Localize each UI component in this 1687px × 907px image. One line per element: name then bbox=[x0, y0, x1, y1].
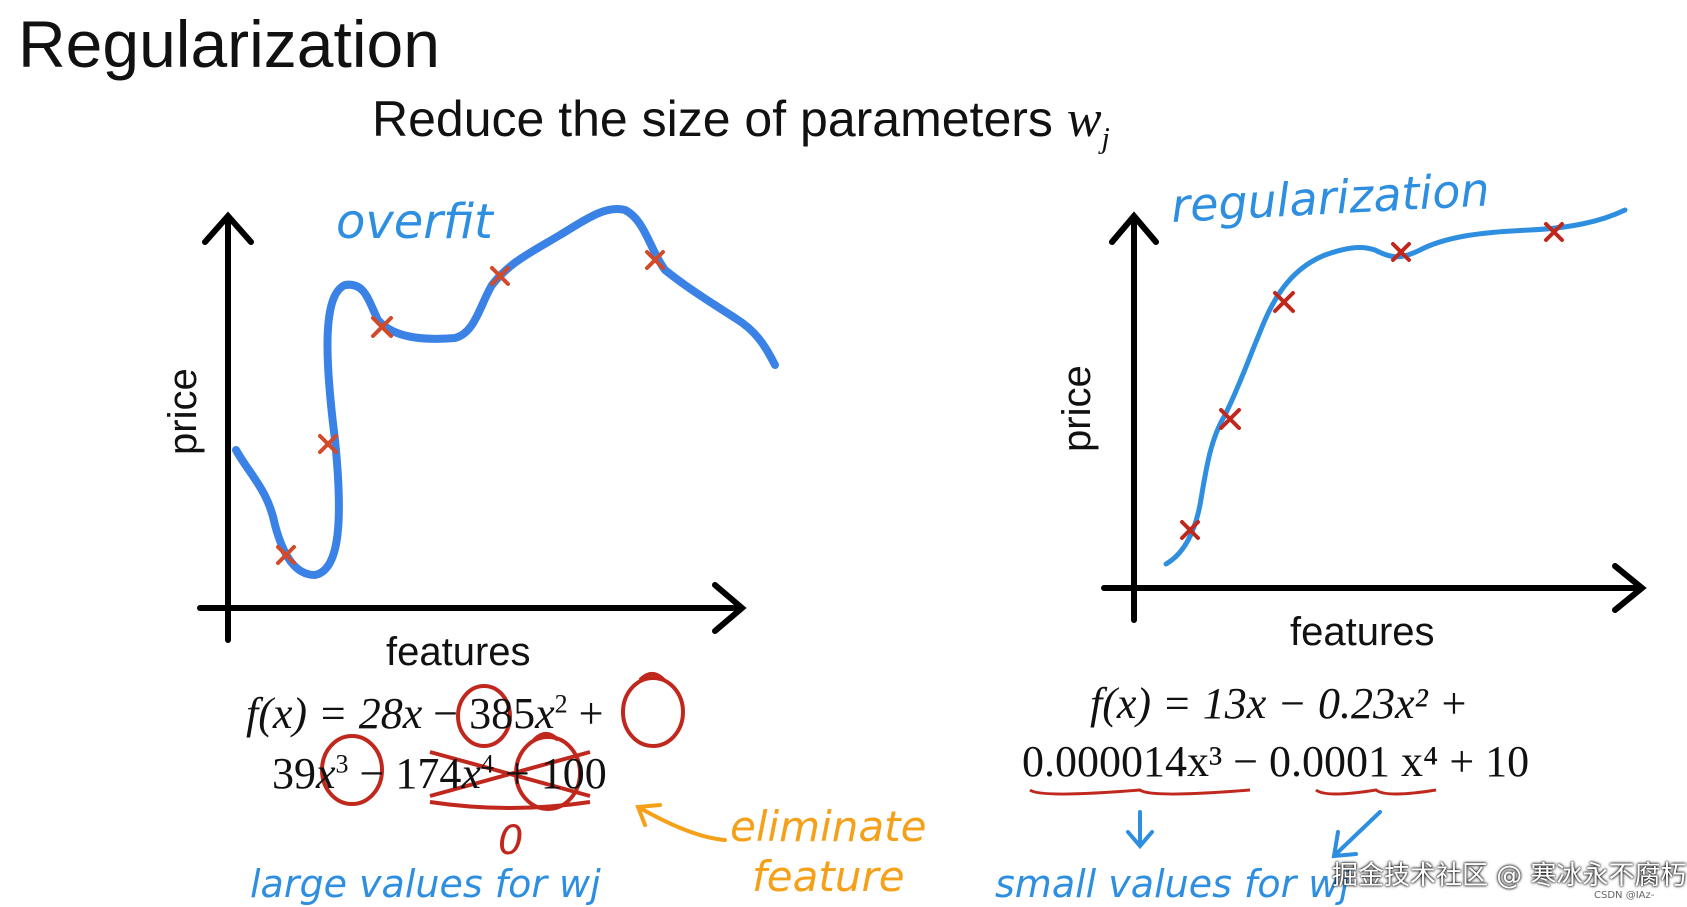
left-eq2-c: − bbox=[348, 749, 396, 798]
left-eq1-a: f(x) = 28 bbox=[246, 689, 403, 738]
right-equation-line2: 0.000014x³ − 0.0001 x⁴ + 10 bbox=[1022, 737, 1530, 786]
left-eq2-b: x bbox=[316, 749, 336, 798]
orange-arrow-head bbox=[635, 803, 662, 827]
left-eq2-d: 174 bbox=[395, 749, 462, 798]
left-xlabel: features bbox=[386, 630, 531, 674]
note-eliminate: eliminate bbox=[730, 802, 927, 851]
right-xlabel: features bbox=[1290, 610, 1435, 654]
left-eq2-f: + 100 bbox=[493, 749, 607, 798]
left-axes bbox=[197, 211, 747, 643]
left-equation-line1: f(x) = 28x − 385x2 + bbox=[246, 688, 603, 739]
left-term-circles bbox=[320, 672, 685, 811]
left-cross-5 bbox=[645, 250, 665, 270]
right-cross-1 bbox=[1180, 520, 1200, 540]
left-cross-2 bbox=[318, 434, 338, 454]
right-equation-line1: f(x) = 13x − 0.23x² + bbox=[1090, 679, 1469, 728]
left-eq1-d-exp: 2 bbox=[554, 689, 568, 719]
strike-174x4 bbox=[429, 750, 591, 810]
right-y-arrow bbox=[1109, 211, 1159, 245]
left-eq2-e: x bbox=[461, 749, 481, 798]
left-overfit-curve bbox=[232, 205, 779, 580]
right-cross-4 bbox=[1391, 242, 1411, 262]
watermark: 掘金技术社区 @ 寒冰永不腐朽 bbox=[1332, 861, 1687, 891]
left-ylabel: price bbox=[161, 368, 205, 455]
brace-x3 bbox=[1029, 788, 1251, 796]
left-eq1-e: + bbox=[567, 689, 604, 738]
right-x-arrow bbox=[1612, 563, 1647, 613]
note-feature: feature bbox=[752, 852, 905, 901]
left-eq1-b: x bbox=[402, 689, 423, 738]
zero-note: 0 bbox=[498, 818, 524, 864]
subtitle-w: w bbox=[1066, 91, 1102, 148]
circle-x3 bbox=[320, 734, 384, 806]
left-eq1-d: x bbox=[535, 689, 555, 738]
left-annotation-overfit: overfit bbox=[336, 194, 495, 250]
left-data-points bbox=[276, 250, 665, 565]
subtitle-symbol: wj bbox=[1066, 91, 1110, 154]
circle-x1 bbox=[456, 684, 512, 748]
left-cross-1 bbox=[276, 545, 296, 565]
right-data-points bbox=[1180, 222, 1564, 540]
watermark-small: CSDN @IAz- bbox=[1594, 890, 1655, 901]
left-eq1-c: − 385 bbox=[422, 689, 536, 738]
right-annotation-regularization: regularization bbox=[1170, 162, 1491, 233]
right-cross-5 bbox=[1544, 222, 1564, 242]
orange-arrow-shaft bbox=[638, 806, 727, 842]
right-ylabel: price bbox=[1055, 365, 1099, 452]
left-eq2-a: 39 bbox=[272, 749, 316, 798]
left-x-arrow bbox=[712, 582, 747, 634]
left-eq2-e-exp: 4 bbox=[480, 749, 494, 779]
circle-x2-tick bbox=[638, 672, 666, 682]
slide-title: Regularization bbox=[18, 7, 440, 81]
orange-arrow bbox=[635, 803, 727, 842]
note-large-values: large values for wj bbox=[250, 862, 601, 906]
left-eq2-b-exp: 3 bbox=[335, 749, 349, 779]
brace-x4 bbox=[1315, 788, 1437, 796]
strike-line-2 bbox=[429, 750, 591, 798]
strike-brace bbox=[429, 800, 591, 810]
right-blue-arrows bbox=[1126, 810, 1382, 859]
left-cross-4 bbox=[490, 266, 510, 286]
right-cross-3 bbox=[1273, 291, 1295, 313]
note-small-values: small values for wj bbox=[995, 862, 1350, 906]
blue-arrow-1 bbox=[1126, 810, 1154, 850]
subtitle-subscript: j bbox=[1101, 121, 1110, 155]
subtitle-text: Reduce the size of parameters bbox=[372, 91, 1053, 147]
slide-subtitle: Reduce the size of parameters wj bbox=[372, 90, 1110, 155]
blue-arrow-2 bbox=[1331, 810, 1382, 859]
left-cross-3 bbox=[371, 316, 393, 338]
right-underline-braces bbox=[1029, 788, 1437, 796]
right-regularized-curve bbox=[1163, 207, 1628, 567]
right-axes bbox=[1101, 211, 1647, 623]
right-cross-2 bbox=[1219, 408, 1241, 430]
circle-x4-tick bbox=[532, 732, 560, 742]
left-equation-line2: 39x3 − 174x4 + 100 bbox=[272, 748, 607, 799]
left-y-arrow bbox=[202, 211, 254, 245]
circle-x2 bbox=[621, 676, 685, 748]
